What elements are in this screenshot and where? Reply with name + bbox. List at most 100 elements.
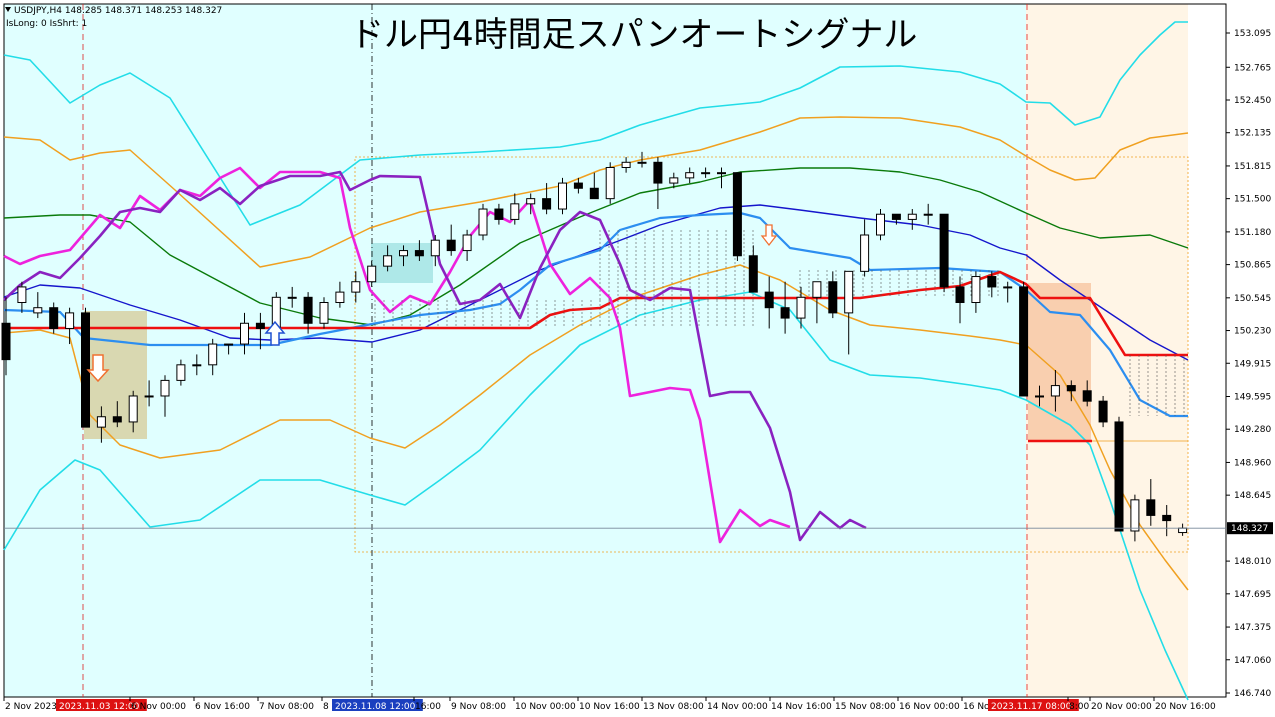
candle xyxy=(923,203,933,225)
candle-body-bear xyxy=(112,416,122,423)
candle xyxy=(1114,416,1124,532)
candle-body-bear xyxy=(49,307,59,329)
status-line: IsLong: 0 IsShrt: 1 xyxy=(6,19,87,29)
candle-body-bear xyxy=(1098,400,1108,423)
time-tick-label: 14 Nov 16:00 xyxy=(771,702,832,712)
candle xyxy=(907,209,917,230)
candle xyxy=(1130,494,1140,542)
candle xyxy=(669,172,679,189)
candle xyxy=(717,167,726,189)
candle xyxy=(876,209,885,241)
candle xyxy=(653,157,663,210)
candle-body-bear xyxy=(780,307,790,319)
candle-body-bull xyxy=(351,281,361,293)
sell-signal-box-2 xyxy=(1028,283,1091,441)
time-tick-label: 13 Nov 08:00 xyxy=(643,702,704,712)
candle xyxy=(96,406,106,443)
candle-body-bull xyxy=(621,161,631,168)
candle-body-bull xyxy=(335,291,345,304)
candle-body-bear xyxy=(589,187,599,200)
lightblue-line xyxy=(3,211,1188,418)
candle-body-bull xyxy=(160,379,170,397)
candle xyxy=(526,193,536,215)
candle-body-bull xyxy=(1130,499,1140,532)
candle xyxy=(49,302,59,334)
price-tick-label: 148.960 xyxy=(1234,458,1271,468)
candle xyxy=(987,271,997,298)
indicator-lines xyxy=(3,21,1189,701)
candle-body-bull xyxy=(399,250,408,257)
time-tick-label: 6 Nov 00:00 xyxy=(131,702,186,712)
price-tick-label: 146.740 xyxy=(1234,689,1271,699)
candle xyxy=(637,151,647,168)
candle-body-bear xyxy=(303,296,313,324)
candle xyxy=(160,375,170,417)
candle xyxy=(732,172,742,261)
red-line xyxy=(4,270,1188,357)
candle-body-bull xyxy=(1178,527,1188,534)
price-tick-label: 150.545 xyxy=(1234,294,1271,304)
candle xyxy=(748,245,758,293)
price-tick-label: 148.645 xyxy=(1234,491,1271,501)
candle-body-bull xyxy=(240,322,249,345)
candle xyxy=(860,219,870,277)
candle-body-bear xyxy=(1114,421,1124,532)
candlesticks xyxy=(1,151,1188,542)
candle-body-bear xyxy=(1066,385,1076,392)
candle-body-bull xyxy=(192,364,202,367)
price-tick-label: 149.280 xyxy=(1234,425,1271,435)
candle-body-bull xyxy=(319,302,329,324)
blue-line xyxy=(3,204,1189,361)
candle-body-bull xyxy=(1003,286,1013,289)
candle xyxy=(446,224,456,256)
candle xyxy=(685,167,695,184)
candle-body-bull xyxy=(287,296,297,299)
price-tick-label: 147.060 xyxy=(1234,656,1271,666)
candle-body-bull xyxy=(1050,385,1060,397)
candle xyxy=(144,380,154,407)
candle xyxy=(208,338,218,376)
candle xyxy=(796,286,806,329)
candle xyxy=(255,312,265,350)
candle-body-bull xyxy=(208,343,218,366)
candle-body-bull xyxy=(637,161,647,164)
purple-line xyxy=(3,170,867,542)
candle xyxy=(462,229,472,261)
time-tick-label: 6 Nov 16:00 xyxy=(195,702,250,712)
candle xyxy=(303,292,313,334)
candle xyxy=(828,271,838,319)
candle xyxy=(939,213,949,293)
candle-body-bull xyxy=(367,265,377,283)
candle xyxy=(1082,380,1092,407)
candle xyxy=(335,281,345,308)
time-tick-label: 20 Nov 00:00 xyxy=(1091,702,1152,712)
candle xyxy=(81,307,90,428)
candle-body-bull xyxy=(876,213,885,236)
candle-body-bull xyxy=(1035,395,1044,398)
candle-body-bull xyxy=(669,177,679,184)
price-axis: 153.095 152.765 152.450 152.135 151.815 151.5… xyxy=(1226,29,1271,699)
time-tick-label: 16 Nov 00:00 xyxy=(899,702,960,712)
candle xyxy=(1098,395,1108,428)
candle-body-bear xyxy=(414,250,424,257)
candle-body-bull xyxy=(383,255,393,267)
price-tick-label: 147.695 xyxy=(1234,590,1271,600)
candle-body-bull xyxy=(860,234,870,272)
candle xyxy=(494,203,504,225)
candle-body-bull xyxy=(462,234,472,252)
candle-body-bear xyxy=(494,208,504,220)
candle xyxy=(558,177,567,215)
candle-body-bull xyxy=(96,416,106,428)
collapse-triangle-icon[interactable] xyxy=(5,7,11,12)
candle xyxy=(891,213,901,225)
time-tick-label: 10 Nov 16:00 xyxy=(579,702,640,712)
candle xyxy=(971,271,981,313)
candle-body-bull xyxy=(685,172,695,179)
time-tick-label: 7 Nov 08:00 xyxy=(259,702,314,712)
price-tick-label: 152.135 xyxy=(1234,129,1271,139)
buy-arrow-icon xyxy=(264,320,286,346)
candle-body-bull xyxy=(812,281,822,298)
candle xyxy=(399,245,408,267)
candle-body-bear xyxy=(939,213,949,288)
